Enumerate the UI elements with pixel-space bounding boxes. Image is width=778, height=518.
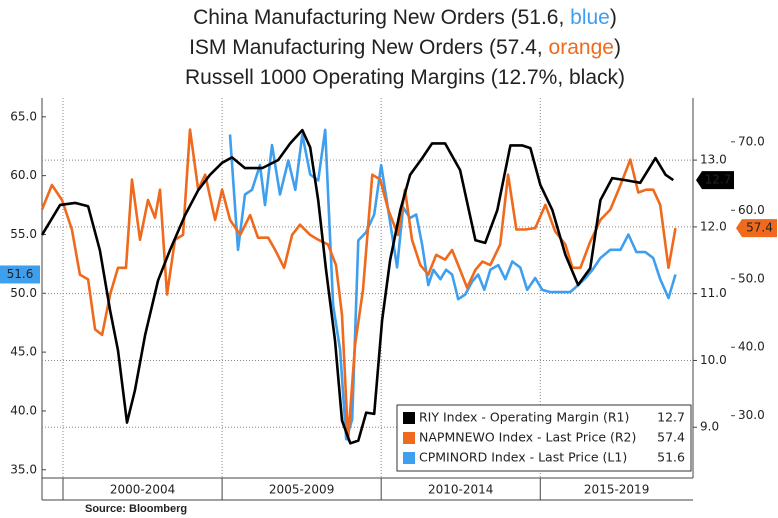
legend-swatch — [403, 452, 415, 464]
title-part: ) — [610, 6, 617, 29]
y-tick-label: 40.0 — [10, 403, 37, 417]
title-part: ) — [614, 36, 621, 59]
y2-tick-label: 12.0 — [700, 219, 727, 233]
chart-title: Russell 1000 Operating Margins (12.7%, b… — [185, 66, 625, 89]
title-part: ISM Manufacturing New Orders (57.4, — [189, 36, 548, 59]
legend-value: 12.7 — [657, 410, 685, 425]
legend-label: RIY Index - Operating Margin (R1) — [419, 410, 629, 425]
y2-tick-label: 9.0 — [700, 420, 719, 434]
x-tick-label: 2010-2014 — [428, 483, 493, 497]
y3-tick-label: 60.0 — [738, 203, 765, 217]
last-value-badge — [736, 219, 777, 238]
legend-swatch — [403, 412, 415, 424]
y2-tick-label: 10.0 — [700, 353, 727, 367]
x-tick-label: 2015-2019 — [584, 483, 649, 497]
last-value-label: 12.7 — [705, 173, 732, 187]
y-tick-label: 55.0 — [10, 227, 37, 241]
series-line — [40, 128, 677, 441]
chart-title: China Manufacturing New Orders (51.6, bl… — [193, 6, 617, 29]
y2-tick-label: 13.0 — [700, 153, 727, 167]
title-part: Russell 1000 Operating Margins (12.7%, b… — [185, 66, 625, 89]
title-part: orange — [549, 36, 614, 59]
series-line — [228, 128, 677, 441]
legend-box — [396, 404, 692, 472]
legend-label: NAPMNEWO Index - Last Price (R2) — [419, 430, 636, 445]
title-part: China Manufacturing New Orders (51.6, — [193, 6, 570, 29]
source: Source: Bloomberg — [85, 503, 187, 515]
y-tick-label: 45.0 — [10, 345, 37, 359]
last-value-label: 51.6 — [7, 267, 34, 281]
legend-value: 57.4 — [657, 430, 685, 445]
y-tick-label: 35.0 — [10, 462, 37, 476]
y3-tick-label: 30.0 — [738, 408, 765, 422]
x-tick-label: 2005-2009 — [269, 483, 334, 497]
legend-swatch — [403, 432, 415, 444]
legend-value: 51.6 — [657, 450, 685, 465]
y3-tick-label: 70.0 — [738, 134, 765, 148]
last-value-label: 57.4 — [746, 221, 773, 235]
y2-tick-label: 11.0 — [700, 286, 727, 300]
title-part: blue — [570, 6, 610, 29]
last-value-badge — [696, 171, 734, 190]
y3-tick-label: 50.0 — [738, 271, 765, 285]
y-tick-label: 60.0 — [10, 168, 37, 182]
chart-title: ISM Manufacturing New Orders (57.4, oran… — [189, 36, 621, 59]
legend-label: CPMINORD Index - Last Price (L1) — [419, 450, 627, 465]
y-tick-label: 50.0 — [10, 286, 37, 300]
x-tick-label: 2000-2004 — [110, 483, 175, 497]
y3-tick-label: 40.0 — [738, 340, 765, 354]
series-line — [40, 128, 675, 445]
last-value-badge — [0, 265, 40, 284]
y-tick-label: 65.0 — [10, 109, 37, 123]
